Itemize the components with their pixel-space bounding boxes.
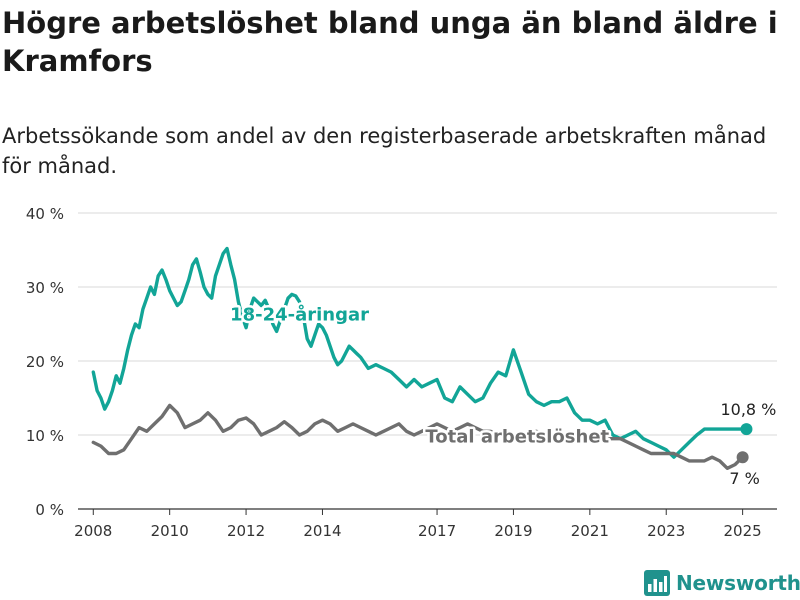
chart-title: Högre arbetslöshet bland unga än bland ä… [2, 6, 778, 78]
y-tick-label: 0 % [35, 501, 64, 519]
y-tick-label: 40 % [26, 205, 64, 223]
series-line-total [91, 403, 745, 470]
series-end-label-total: 7 % [729, 469, 759, 488]
y-tick-label: 10 % [26, 427, 64, 445]
series-line-youth [91, 246, 749, 459]
x-tick-label: 2019 [494, 522, 532, 540]
x-tick-label: 2010 [151, 522, 189, 540]
labels: 10,8 % 7 % 18-24-åringar Total arbetslöshet [228, 301, 777, 488]
x-tick-label: 2017 [418, 522, 456, 540]
y-tick-label: 20 % [26, 353, 64, 371]
x-tick-label: 2025 [724, 522, 762, 540]
series-group [91, 246, 753, 470]
brand-name: Newsworthy [676, 571, 800, 595]
series-end-point-youth [740, 423, 753, 436]
y-axis: 0 % 10 % 20 % 30 % 40 % [26, 205, 64, 519]
x-axis: 2008 2010 2012 2014 2017 2019 2021 2023 2025 [74, 509, 762, 540]
line-chart: 0 % 10 % 20 % 30 % 40 % 2008 2010 2012 2014 2017… [26, 205, 777, 540]
chart-subtitle: Arbetssökande som andel av den registerb… [2, 124, 767, 178]
x-tick-label: 2008 [74, 522, 112, 540]
grid [78, 212, 777, 510]
x-tick-label: 2014 [303, 522, 341, 540]
x-tick-label: 2012 [227, 522, 265, 540]
y-tick-label: 30 % [26, 279, 64, 297]
series-name-label-total: Total arbetslöshet [425, 426, 609, 447]
series-name-label-youth: 18-24-åringar [230, 303, 369, 325]
series-end-label-youth: 10,8 % [720, 400, 776, 419]
newsworthy-logo-icon [644, 570, 670, 596]
series-end-point-total [736, 451, 749, 464]
x-tick-label: 2021 [571, 522, 609, 540]
x-tick-label: 2023 [647, 522, 685, 540]
brand-logo: Newsworthy [644, 569, 800, 597]
